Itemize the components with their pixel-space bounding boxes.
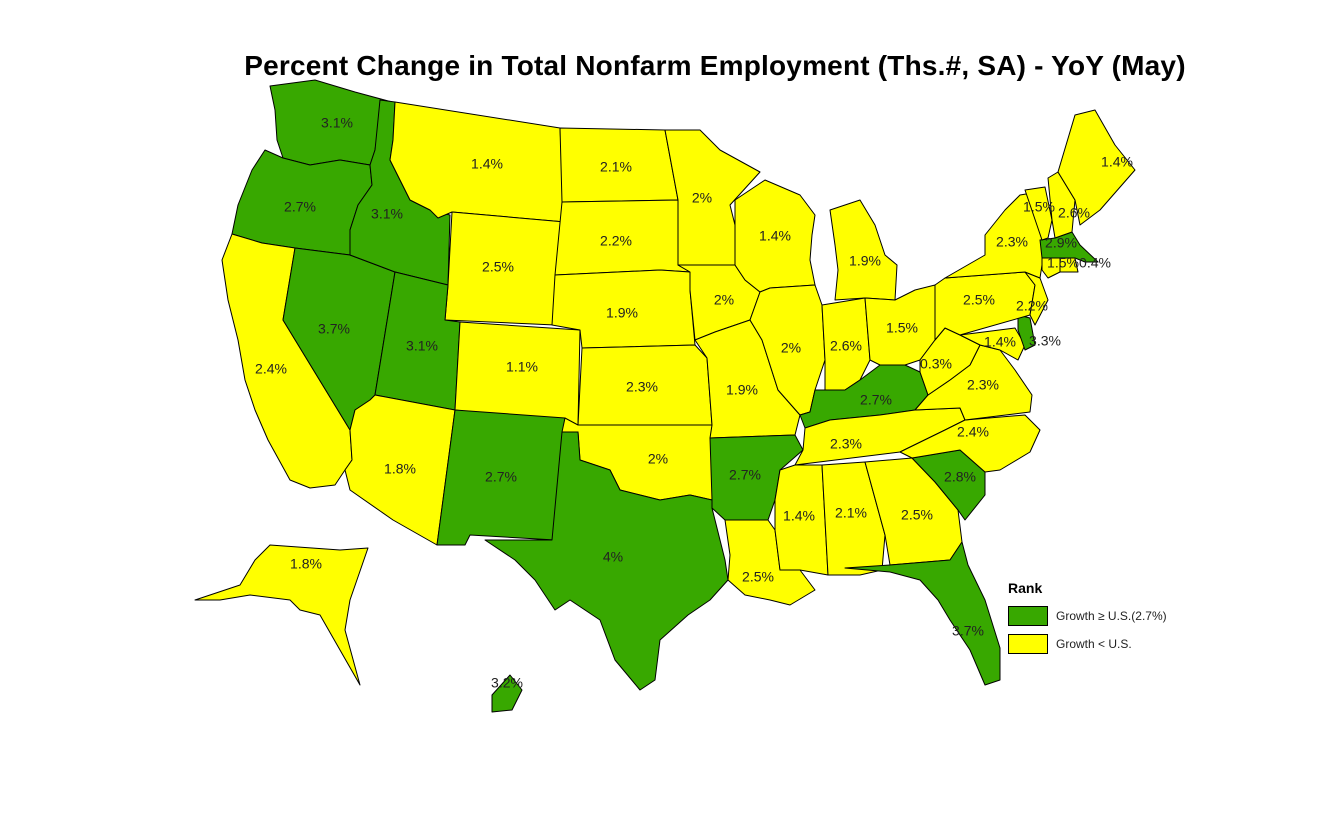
legend-title: Rank xyxy=(1008,580,1043,596)
state-label-sc: 2.8% xyxy=(944,469,976,485)
state-label-wa: 3.1% xyxy=(321,115,353,131)
legend-label-below: Growth < U.S. xyxy=(1056,637,1132,651)
state-label-ne: 1.9% xyxy=(606,305,638,321)
state-label-hi: 3.2% xyxy=(491,675,523,691)
state-label-nv: 3.7% xyxy=(318,321,350,337)
state-label-ga: 2.5% xyxy=(901,507,933,523)
state-label-ca: 2.4% xyxy=(255,361,287,377)
state-label-vt: 1.5% xyxy=(1023,199,1055,215)
state-label-tn: 2.3% xyxy=(830,436,862,452)
legend-item-above: Growth ≥ U.S.(2.7%) xyxy=(1008,602,1167,630)
state-label-co: 1.1% xyxy=(506,359,538,375)
state-label-mt: 1.4% xyxy=(471,156,503,172)
map-title: Percent Change in Total Nonfarm Employme… xyxy=(244,50,1186,81)
state-label-id: 3.1% xyxy=(371,206,403,222)
state-label-ia: 2% xyxy=(714,292,734,308)
state-label-fl: 3.7% xyxy=(952,623,984,639)
state-label-mo: 1.9% xyxy=(726,382,758,398)
state-label-de: 3.3% xyxy=(1029,333,1061,349)
state-label-md: 1.4% xyxy=(984,334,1016,350)
state-label-ks: 2.3% xyxy=(626,379,658,395)
state-label-ar: 2.7% xyxy=(729,467,761,483)
state-tx xyxy=(484,431,729,691)
legend-swatch-above xyxy=(1008,606,1048,626)
state-md xyxy=(959,327,1026,361)
state-label-ct: 1.5% xyxy=(1047,255,1079,271)
state-label-tx: 4% xyxy=(603,549,623,565)
state-label-pa: 2.5% xyxy=(963,292,995,308)
state-la xyxy=(724,519,816,606)
state-label-nm: 2.7% xyxy=(485,469,517,485)
state-label-ky: 2.7% xyxy=(860,392,892,408)
state-label-oh: 1.5% xyxy=(886,320,918,336)
state-label-az: 1.8% xyxy=(384,461,416,477)
state-de xyxy=(1017,314,1036,351)
state-label-wy: 2.5% xyxy=(482,259,514,275)
state-mi xyxy=(829,199,898,301)
state-label-la: 2.5% xyxy=(742,569,774,585)
state-label-mn: 2% xyxy=(692,190,712,206)
state-label-al: 2.1% xyxy=(835,505,867,521)
state-wy xyxy=(444,211,566,326)
state-label-ak: 1.8% xyxy=(290,556,322,572)
state-label-nc: 2.4% xyxy=(957,424,989,440)
map-legend: Rank Growth ≥ U.S.(2.7%) Growth < U.S. xyxy=(1008,580,1167,658)
state-label-ri: 0.4% xyxy=(1079,255,1111,271)
state-nc xyxy=(899,414,1041,473)
legend-label-above: Growth ≥ U.S.(2.7%) xyxy=(1056,609,1167,623)
state-label-nj: 2.2% xyxy=(1016,298,1048,314)
state-ar xyxy=(709,434,804,521)
state-me xyxy=(1057,109,1136,226)
state-mn xyxy=(664,129,761,266)
state-label-wv: 0.3% xyxy=(920,356,952,372)
legend-swatch-below xyxy=(1008,634,1048,654)
state-ms xyxy=(774,464,829,576)
state-label-va: 2.3% xyxy=(967,377,999,393)
state-label-wi: 1.4% xyxy=(759,228,791,244)
state-label-nd: 2.1% xyxy=(600,159,632,175)
state-label-me: 1.4% xyxy=(1101,154,1133,170)
state-label-ms: 1.4% xyxy=(783,508,815,524)
state-label-in: 2.6% xyxy=(830,338,862,354)
state-hi xyxy=(491,674,523,713)
state-label-mi: 1.9% xyxy=(849,253,881,269)
state-vt xyxy=(1024,186,1053,241)
state-label-ok: 2% xyxy=(648,451,668,467)
state-label-sd: 2.2% xyxy=(600,233,632,249)
state-ak xyxy=(194,544,369,686)
state-label-nh: 2.6% xyxy=(1058,205,1090,221)
state-fl xyxy=(844,541,1001,686)
legend-item-below: Growth < U.S. xyxy=(1008,630,1167,658)
state-label-il: 2% xyxy=(781,340,801,356)
state-label-ny: 2.3% xyxy=(996,234,1028,250)
state-label-ut: 3.1% xyxy=(406,338,438,354)
state-label-ma: 2.9% xyxy=(1045,235,1077,251)
state-label-or: 2.7% xyxy=(284,199,316,215)
